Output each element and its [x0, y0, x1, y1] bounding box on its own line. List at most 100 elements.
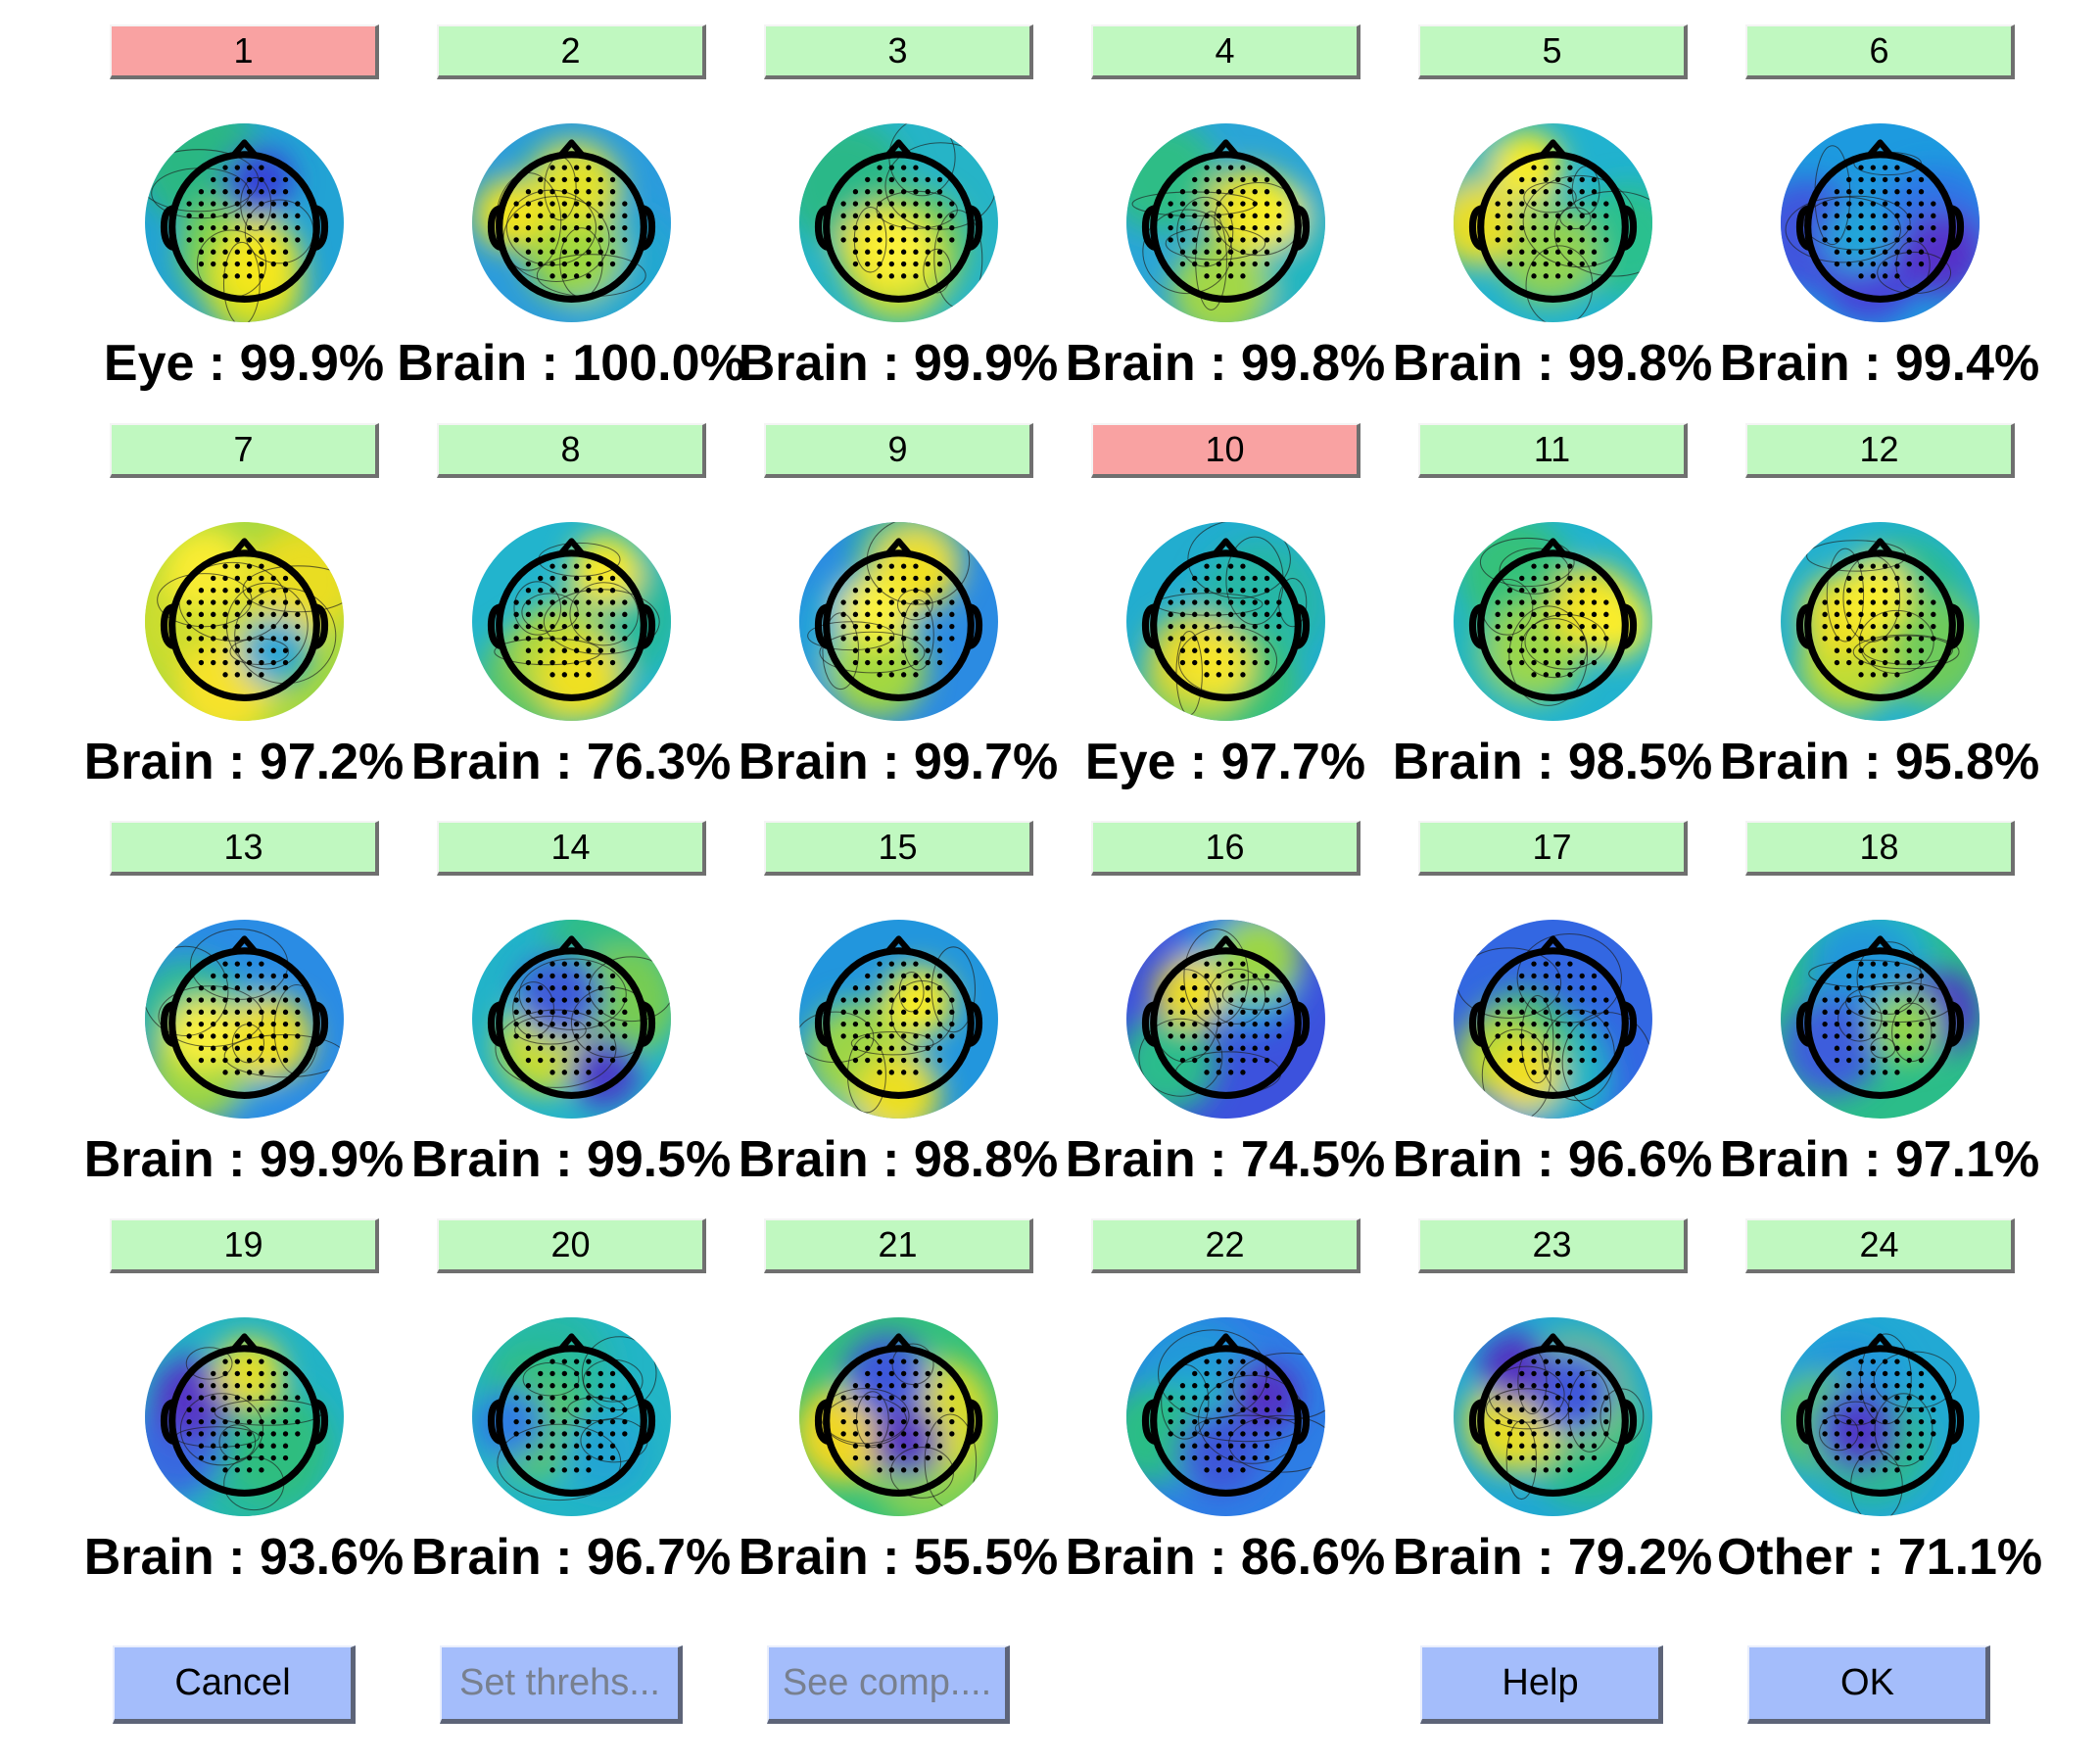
- component-number-button[interactable]: 11: [1418, 423, 1688, 478]
- component-cell: 8 Brain : 76.3%: [407, 399, 735, 795]
- component-cell: 19 Brain : 93.6%: [80, 1194, 407, 1591]
- classification-label: Brain : 99.9%: [738, 335, 1059, 392]
- component-number-button[interactable]: 17: [1418, 821, 1688, 876]
- scalp-map-icon[interactable]: [798, 122, 999, 323]
- component-cell: 1 Eye : 99.9%: [80, 0, 407, 397]
- component-number-button[interactable]: 7: [110, 423, 379, 478]
- classification-label: Brain : 97.2%: [83, 734, 405, 790]
- scalp-map-icon[interactable]: [471, 919, 672, 1120]
- scalp-map-icon[interactable]: [1125, 1316, 1326, 1517]
- classification-label: Brain : 95.8%: [1719, 734, 2040, 790]
- ok-button[interactable]: OK: [1747, 1645, 1990, 1724]
- scalp-map-icon[interactable]: [798, 1316, 999, 1517]
- set-thresholds-button[interactable]: Set threhs...: [440, 1645, 683, 1724]
- scalp-map-icon[interactable]: [471, 521, 672, 722]
- component-cell: 12 Brain : 95.8%: [1716, 399, 2043, 795]
- classification-label: Brain : 96.7%: [410, 1529, 732, 1586]
- scalp-map-icon[interactable]: [144, 122, 345, 323]
- component-number-button[interactable]: 9: [764, 423, 1033, 478]
- component-cell: 6 Brain : 99.4%: [1716, 0, 2043, 397]
- component-number-button[interactable]: 12: [1745, 423, 2015, 478]
- component-number-button[interactable]: 8: [437, 423, 706, 478]
- classification-label: Brain : 86.6%: [1065, 1529, 1386, 1586]
- component-cell: 9 Brain : 99.7%: [735, 399, 1062, 795]
- component-number-button[interactable]: 6: [1745, 24, 2015, 79]
- component-cell: 24 Other : 71.1%: [1716, 1194, 2043, 1591]
- component-cell: 7 Brain : 97.2%: [80, 399, 407, 795]
- component-number-button[interactable]: 4: [1091, 24, 1360, 79]
- scalp-map-icon[interactable]: [1453, 1316, 1653, 1517]
- component-cell: 18 Brain : 97.1%: [1716, 796, 2043, 1193]
- scalp-map-icon[interactable]: [1780, 1316, 1981, 1517]
- scalp-map-icon[interactable]: [1125, 521, 1326, 722]
- classification-label: Brain : 99.7%: [738, 734, 1059, 790]
- classification-label: Brain : 99.9%: [83, 1131, 405, 1188]
- scalp-map-icon[interactable]: [1780, 919, 1981, 1120]
- classification-label: Brain : 99.8%: [1065, 335, 1386, 392]
- scalp-map-icon[interactable]: [1125, 919, 1326, 1120]
- classification-label: Brain : 74.5%: [1065, 1131, 1386, 1188]
- classification-label: Brain : 98.8%: [738, 1131, 1059, 1188]
- component-number-button[interactable]: 5: [1418, 24, 1688, 79]
- component-cell: 3 Brain : 99.9%: [735, 0, 1062, 397]
- scalp-map-icon[interactable]: [1780, 521, 1981, 722]
- classification-label: Brain : 97.1%: [1719, 1131, 2040, 1188]
- component-number-button[interactable]: 22: [1091, 1218, 1360, 1273]
- component-number-button[interactable]: 21: [764, 1218, 1033, 1273]
- component-number-button[interactable]: 16: [1091, 821, 1360, 876]
- classification-label: Brain : 93.6%: [83, 1529, 405, 1586]
- component-number-button[interactable]: 18: [1745, 821, 2015, 876]
- scalp-map-icon[interactable]: [1453, 521, 1653, 722]
- component-cell: 11 Brain : 98.5%: [1389, 399, 1716, 795]
- component-cell: 23 Brain : 79.2%: [1389, 1194, 1716, 1591]
- component-number-button[interactable]: 24: [1745, 1218, 2015, 1273]
- classification-label: Brain : 76.3%: [410, 734, 732, 790]
- component-number-button[interactable]: 19: [110, 1218, 379, 1273]
- classification-label: Brain : 96.6%: [1392, 1131, 1713, 1188]
- component-number-button[interactable]: 20: [437, 1218, 706, 1273]
- component-number-button[interactable]: 14: [437, 821, 706, 876]
- component-cell: 4 Brain : 99.8%: [1062, 0, 1389, 397]
- component-number-button[interactable]: 2: [437, 24, 706, 79]
- component-cell: 2 Brain : 100.0%: [397, 0, 745, 397]
- component-cell: 22 Brain : 86.6%: [1062, 1194, 1389, 1591]
- component-number-button[interactable]: 1: [110, 24, 379, 79]
- classification-label: Brain : 99.4%: [1719, 335, 2040, 392]
- classification-label: Brain : 100.0%: [397, 335, 745, 392]
- classification-label: Other : 71.1%: [1716, 1529, 2043, 1586]
- classification-label: Brain : 98.5%: [1392, 734, 1713, 790]
- cancel-button[interactable]: Cancel: [113, 1645, 356, 1724]
- component-cell: 15 Brain : 98.8%: [735, 796, 1062, 1193]
- component-cell: 20 Brain : 96.7%: [407, 1194, 735, 1591]
- component-cell: 13 Brain : 99.9%: [80, 796, 407, 1193]
- component-number-button[interactable]: 10: [1091, 423, 1360, 478]
- see-components-button[interactable]: See comp....: [767, 1645, 1010, 1724]
- component-number-button[interactable]: 3: [764, 24, 1033, 79]
- help-button[interactable]: Help: [1420, 1645, 1663, 1724]
- component-cell: 16 Brain : 74.5%: [1062, 796, 1389, 1193]
- component-number-button[interactable]: 15: [764, 821, 1033, 876]
- component-cell: 5 Brain : 99.8%: [1389, 0, 1716, 397]
- component-grid: 1 Eye : 99.9% 2 Brain : 100.0% 3 Brain : 99.9…: [80, 0, 2043, 1591]
- scalp-map-icon[interactable]: [798, 521, 999, 722]
- component-cell: 14 Brain : 99.5%: [407, 796, 735, 1193]
- scalp-map-icon[interactable]: [144, 1316, 345, 1517]
- component-number-button[interactable]: 23: [1418, 1218, 1688, 1273]
- scalp-map-icon[interactable]: [144, 521, 345, 722]
- scalp-map-icon[interactable]: [471, 1316, 672, 1517]
- scalp-map-icon[interactable]: [798, 919, 999, 1120]
- component-cell: 10 Eye : 97.7%: [1062, 399, 1389, 795]
- scalp-map-icon[interactable]: [1125, 122, 1326, 323]
- classification-label: Brain : 79.2%: [1392, 1529, 1713, 1586]
- scalp-map-icon[interactable]: [471, 122, 672, 323]
- scalp-map-icon[interactable]: [144, 919, 345, 1120]
- classification-label: Brain : 99.8%: [1392, 335, 1713, 392]
- scalp-map-icon[interactable]: [1453, 122, 1653, 323]
- classification-label: Eye : 99.9%: [103, 335, 385, 392]
- component-number-button[interactable]: 13: [110, 821, 379, 876]
- scalp-map-icon[interactable]: [1780, 122, 1981, 323]
- classification-label: Brain : 55.5%: [738, 1529, 1059, 1586]
- scalp-map-icon[interactable]: [1453, 919, 1653, 1120]
- component-cell: 17 Brain : 96.6%: [1389, 796, 1716, 1193]
- component-cell: 21 Brain : 55.5%: [735, 1194, 1062, 1591]
